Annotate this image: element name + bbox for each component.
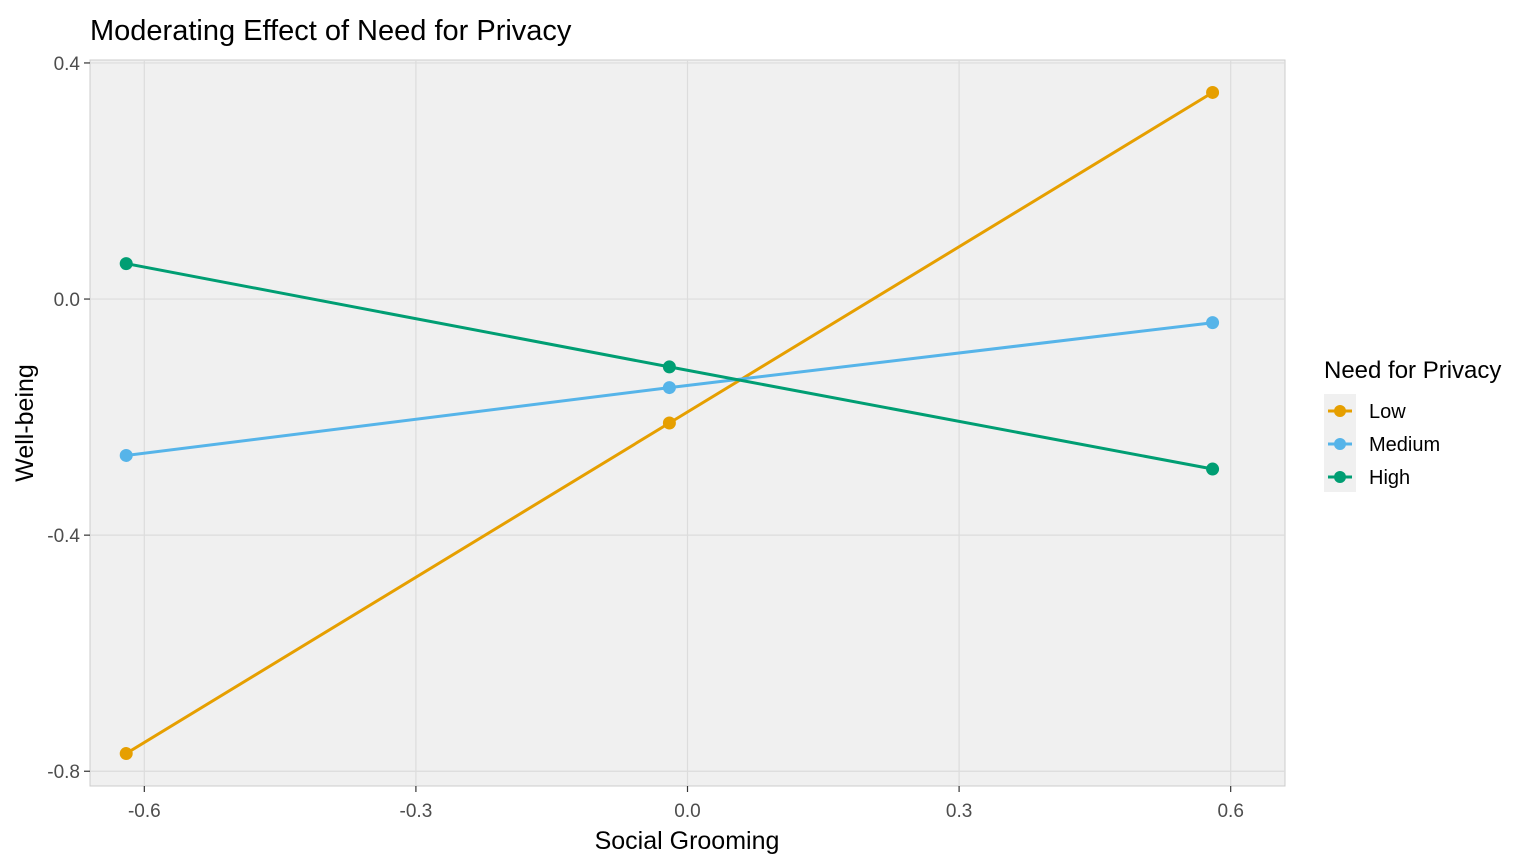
y-axis-title: Well-being bbox=[11, 364, 39, 482]
legend-label-medium: Medium bbox=[1369, 434, 1440, 456]
data-point-medium bbox=[662, 381, 676, 395]
y-tick-label: -0.4 bbox=[47, 526, 80, 547]
data-point-high bbox=[1206, 462, 1220, 476]
axes: -0.6 -0.3 0.0 0.3 0.6 -0.8 -0.4 0.0 0.4 bbox=[47, 54, 1244, 822]
y-tick-label: 0.0 bbox=[54, 290, 80, 311]
data-point-low bbox=[662, 416, 676, 430]
legend-title: Need for Privacy bbox=[1324, 357, 1501, 384]
data-point-high bbox=[662, 360, 676, 374]
data-point-medium bbox=[1206, 316, 1220, 330]
data-point-high bbox=[119, 257, 133, 271]
x-tick-label: 0.3 bbox=[946, 801, 972, 822]
x-tick-label: 0.6 bbox=[1217, 801, 1243, 822]
legend-marker-medium bbox=[1334, 438, 1346, 450]
x-tick-label: 0.0 bbox=[674, 801, 700, 822]
legend-marker-low bbox=[1334, 405, 1346, 417]
legend-marker-high bbox=[1334, 471, 1346, 483]
data-point-low bbox=[1206, 85, 1220, 99]
x-tick-label: -0.6 bbox=[128, 801, 161, 822]
chart-title: Moderating Effect of Need for Privacy bbox=[90, 15, 572, 47]
grid-lines bbox=[90, 60, 1285, 786]
y-tick-label: -0.8 bbox=[47, 762, 80, 783]
x-axis-title: Social Grooming bbox=[595, 827, 780, 855]
legend-label-high: High bbox=[1369, 467, 1410, 489]
data-points bbox=[119, 85, 1220, 761]
legend: Need for Privacy Low Medium High bbox=[1324, 357, 1501, 492]
data-point-low bbox=[119, 747, 133, 761]
x-tick-label: -0.3 bbox=[400, 801, 433, 822]
y-tick-label: 0.4 bbox=[54, 54, 81, 75]
data-point-medium bbox=[119, 448, 133, 462]
legend-label-low: Low bbox=[1369, 401, 1406, 423]
